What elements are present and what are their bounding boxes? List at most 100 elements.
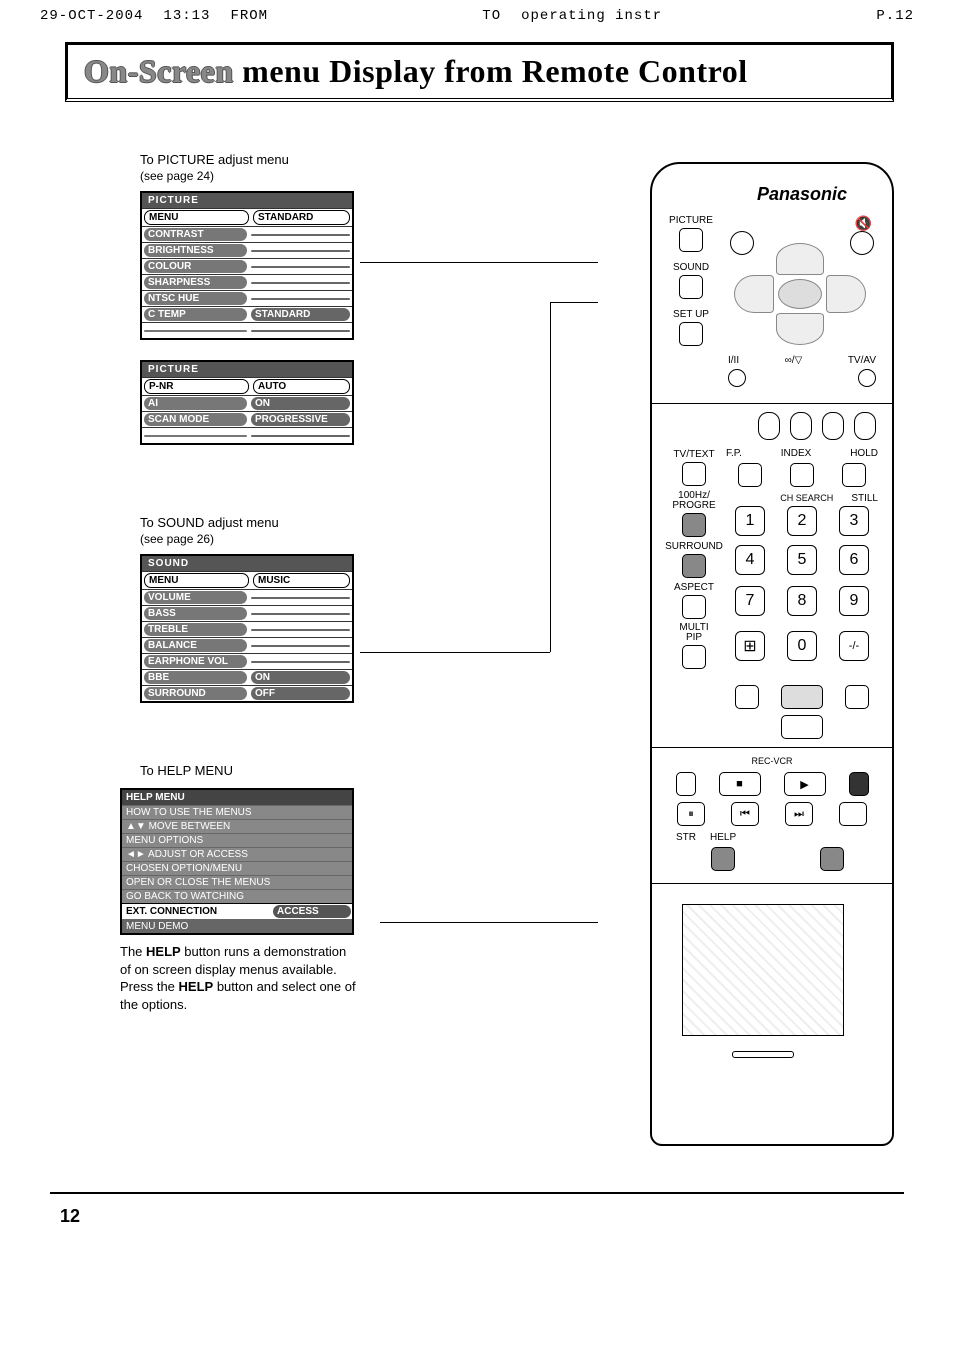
menu-row: VOLUME: [142, 589, 352, 605]
menu-row-value: [251, 330, 350, 332]
rec-button[interactable]: [676, 772, 696, 796]
play-button[interactable]: ▶: [784, 772, 826, 796]
page-number: 12: [60, 1206, 954, 1227]
color-btn-2[interactable]: [790, 412, 812, 440]
surround-button[interactable]: [682, 554, 706, 578]
dpad-down[interactable]: [776, 313, 824, 345]
extra-btn-2[interactable]: [781, 685, 823, 709]
dpad-ok[interactable]: [778, 279, 822, 309]
help-line: HOW TO USE THE MENUS: [122, 805, 352, 819]
extra-btn-1[interactable]: [735, 685, 759, 709]
hold-button[interactable]: [842, 463, 866, 487]
num-9[interactable]: 9: [839, 586, 869, 616]
num-0[interactable]: 0: [787, 631, 817, 661]
num-3[interactable]: 3: [839, 506, 869, 536]
menu-row-label: BBE: [144, 671, 247, 684]
index-button[interactable]: [790, 463, 814, 487]
dpad-left[interactable]: [734, 275, 774, 313]
remote-flap: [652, 883, 892, 1064]
menu-row-label: CONTRAST: [144, 228, 247, 241]
num-1[interactable]: 1: [735, 506, 765, 536]
help-text: The HELP button runs a demonstration of …: [120, 943, 360, 1013]
aspect-button[interactable]: [682, 595, 706, 619]
help-line: OPEN OR CLOSE THE MENUS: [122, 875, 352, 889]
help-line: MENU OPTIONS: [122, 833, 352, 847]
num-6[interactable]: 6: [839, 545, 869, 575]
extra-btn-3[interactable]: [845, 685, 869, 709]
menu-row: TREBLE: [142, 621, 352, 637]
menu-row-label: AI: [144, 397, 247, 410]
skip-button[interactable]: [839, 802, 867, 826]
menu-row-label: MENU: [144, 210, 249, 225]
rew-button[interactable]: ⏮: [731, 802, 759, 826]
sub-btn-3[interactable]: [858, 369, 876, 387]
menu-row-value: ON: [251, 397, 350, 410]
str-button[interactable]: [711, 847, 735, 871]
fp-button[interactable]: [738, 463, 762, 487]
fax-time: 13:13: [163, 8, 210, 24]
dash-button[interactable]: -/-: [839, 631, 869, 661]
stop-button[interactable]: ■: [719, 772, 761, 796]
hz-label: 100Hz/ PROGRE: [664, 491, 724, 511]
rec2-button[interactable]: [849, 772, 869, 796]
sub-mid-label: ∞/▽: [785, 355, 803, 366]
menu-row-value: [251, 597, 350, 599]
color-btn-1[interactable]: [758, 412, 780, 440]
setup-label: SET UP: [673, 309, 709, 320]
help-heading: To HELP MENU: [140, 763, 420, 778]
ff-button[interactable]: ⏭: [785, 802, 813, 826]
menu-row-label: SCAN MODE: [144, 413, 247, 426]
help-menu: HELP MENU HOW TO USE THE MENUS▲▼ MOVE BE…: [120, 788, 354, 935]
help-ext-value: ACCESS: [273, 905, 351, 918]
help-header: HELP MENU: [122, 790, 352, 805]
num-7[interactable]: 7: [735, 586, 765, 616]
help-line: ▲▼ MOVE BETWEEN: [122, 819, 352, 833]
index-label: INDEX: [781, 448, 812, 459]
extra-btn-4[interactable]: [781, 715, 823, 739]
picture-button[interactable]: [679, 228, 703, 252]
fax-from: FROM: [230, 8, 268, 24]
fax-page: P.12: [876, 8, 914, 24]
dpad-right[interactable]: [826, 275, 866, 313]
picture-label: PICTURE: [669, 215, 713, 226]
menu-row-value: [251, 645, 350, 647]
sound-heading: To SOUND adjust menu: [140, 515, 420, 530]
menu-row-value: PROGRESSIVE: [251, 413, 350, 426]
setup-button[interactable]: [679, 322, 703, 346]
color-btn-3[interactable]: [822, 412, 844, 440]
fax-header: 29-OCT-2004 13:13 FROM TO operating inst…: [0, 0, 954, 32]
help-label: HELP: [710, 832, 736, 843]
dpad: [734, 243, 864, 343]
menu-row-label: P-NR: [144, 379, 249, 394]
menu-row: AI ON: [142, 395, 352, 411]
menu-row: NTSC HUE: [142, 290, 352, 306]
swap-button[interactable]: ⊞: [735, 631, 765, 661]
tvtext-button[interactable]: [682, 462, 706, 486]
sound-button[interactable]: [679, 275, 703, 299]
rec-label: REC-VCR: [664, 756, 880, 766]
hz-button[interactable]: [682, 513, 706, 537]
chsearch-label: CH SEARCH: [780, 493, 833, 504]
fax-date: 29-OCT-2004: [40, 8, 143, 24]
page-title: On-Screen menu Display from Remote Contr…: [65, 42, 894, 102]
num-8[interactable]: 8: [787, 586, 817, 616]
menu-row-value: MUSIC: [253, 573, 350, 588]
menu-row-value: [251, 629, 350, 631]
menu-row-value: STANDARD: [251, 308, 350, 321]
sound-sub: (see page 26): [140, 532, 420, 546]
pause-button[interactable]: ⏸: [677, 802, 705, 826]
menu-row-label: MENU: [144, 573, 249, 588]
sub-btn-1[interactable]: [728, 369, 746, 387]
multi-button[interactable]: [682, 645, 706, 669]
hold-label: HOLD: [850, 448, 878, 459]
num-4[interactable]: 4: [735, 545, 765, 575]
menu-row-label: COLOUR: [144, 260, 247, 273]
brand-label: Panasonic: [724, 184, 880, 205]
still-label: STILL: [851, 493, 878, 504]
color-btn-4[interactable]: [854, 412, 876, 440]
num-5[interactable]: 5: [787, 545, 817, 575]
num-2[interactable]: 2: [787, 506, 817, 536]
help-button[interactable]: [820, 847, 844, 871]
menu-row-value: AUTO: [253, 379, 350, 394]
dpad-up[interactable]: [776, 243, 824, 275]
